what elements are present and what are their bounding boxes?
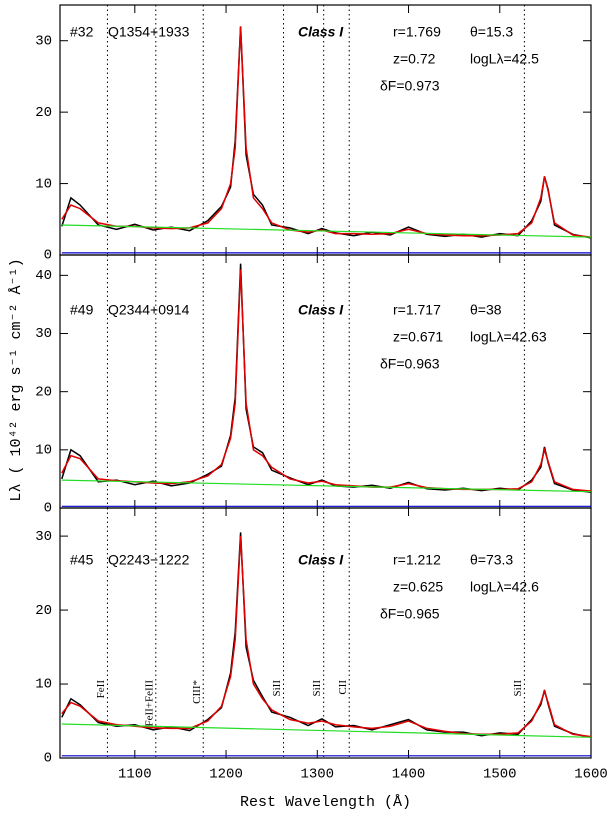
z-label: z=0.671 bbox=[393, 329, 443, 345]
plot-frame bbox=[59, 507, 592, 759]
y-tick-label: 40 bbox=[35, 268, 52, 284]
x-tick-label: 1600 bbox=[574, 767, 608, 783]
spectrum-line bbox=[61, 269, 592, 492]
plot-frame bbox=[59, 254, 592, 509]
y-tick-label: 30 bbox=[35, 326, 52, 342]
z-label: z=0.625 bbox=[393, 579, 443, 595]
y-axis-title: Lλ ( 10⁴² erg s⁻¹ cm⁻² Å⁻¹) bbox=[8, 258, 25, 501]
object-id: #32 bbox=[70, 24, 94, 40]
object-id: #45 bbox=[70, 552, 94, 568]
y-tick-label: 0 bbox=[44, 751, 52, 767]
x-axis-title: Rest Wavelength (Å) bbox=[240, 794, 411, 811]
theta-label: θ=38 bbox=[470, 302, 502, 318]
theta-label: θ=73.3 bbox=[470, 552, 513, 568]
y-tick-label: 20 bbox=[35, 384, 52, 400]
x-tick-label: 1100 bbox=[118, 767, 152, 783]
y-tick-label: 20 bbox=[35, 105, 52, 121]
object-id: #49 bbox=[70, 302, 94, 318]
y-tick-label: 10 bbox=[35, 677, 52, 693]
y-tick-label: 20 bbox=[35, 603, 52, 619]
plot-frame bbox=[59, 4, 592, 256]
line-label: FeII bbox=[95, 680, 107, 699]
line-label: SiII bbox=[311, 680, 323, 697]
x-tick-label: 1300 bbox=[300, 767, 334, 783]
y-tick-label: 10 bbox=[35, 443, 52, 459]
line-label: SiII bbox=[271, 680, 283, 697]
theta-label: θ=15.3 bbox=[470, 24, 513, 40]
y-tick-label: 30 bbox=[35, 33, 52, 49]
object-name: Q2243−1222 bbox=[108, 552, 190, 568]
line-label: SiII bbox=[512, 680, 524, 697]
r-label: r=1.769 bbox=[393, 24, 441, 40]
y-tick-label: 30 bbox=[35, 529, 52, 545]
y-tick-label: 0 bbox=[44, 501, 52, 517]
spectrum-line bbox=[61, 479, 592, 493]
y-tick-label: 10 bbox=[35, 176, 52, 192]
class-label: Class I bbox=[298, 24, 344, 40]
spectrum-line bbox=[61, 536, 592, 738]
df-label: δF=0.973 bbox=[380, 78, 440, 94]
x-tick-label: 1500 bbox=[483, 767, 517, 783]
line-label: CII bbox=[337, 680, 349, 695]
r-label: r=1.212 bbox=[393, 552, 441, 568]
line-label: CIII* bbox=[191, 680, 203, 704]
logl-label: logLλ=42.6 bbox=[470, 579, 539, 595]
df-label: δF=0.965 bbox=[380, 606, 440, 622]
spectrum-line bbox=[61, 224, 592, 238]
class-label: Class I bbox=[298, 302, 344, 318]
spectrum-line bbox=[61, 263, 592, 494]
object-name: Q1354+1933 bbox=[108, 24, 190, 40]
y-tick-label: 0 bbox=[44, 248, 52, 264]
spectrum-line bbox=[61, 26, 592, 238]
r-label: r=1.717 bbox=[393, 302, 441, 318]
logl-label: logLλ=42.5 bbox=[470, 51, 539, 67]
df-label: δF=0.963 bbox=[380, 356, 440, 372]
object-name: Q2344+0914 bbox=[108, 302, 190, 318]
x-tick-label: 1200 bbox=[209, 767, 243, 783]
class-label: Class I bbox=[298, 552, 344, 568]
line-label: FeII+FeIII bbox=[143, 680, 155, 727]
logl-label: logLλ=42.63 bbox=[470, 329, 547, 345]
spectrum-line bbox=[61, 723, 592, 738]
x-tick-label: 1400 bbox=[392, 767, 426, 783]
z-label: z=0.72 bbox=[393, 51, 436, 67]
